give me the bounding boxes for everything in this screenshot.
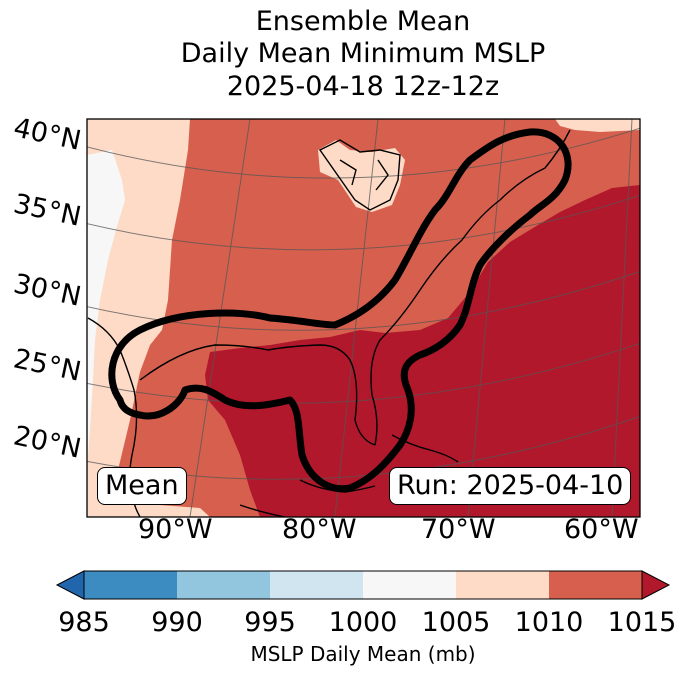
title-line-2: Daily Mean Minimum MSLP [180, 38, 546, 69]
colorbar-title: MSLP Daily Mean (mb) [250, 642, 476, 666]
field-1000-1005-ne [555, 119, 640, 132]
colorbar-tick-1000: 1000 [328, 607, 398, 638]
colorbar-tick-995: 995 [244, 607, 296, 638]
colorbar-bin-1005 [456, 571, 549, 599]
colorbar-tick-1010: 1010 [514, 607, 584, 638]
colorbar-tick-990: 990 [151, 607, 203, 638]
ensemble-contour [108, 128, 572, 493]
title-line-1: Ensemble Mean [255, 6, 471, 37]
lon-label-90w: 90°W [138, 514, 213, 545]
lon-label-80w: 80°W [282, 514, 357, 545]
colorbar-extend-low [55, 570, 85, 600]
colorbar-extend-high [641, 570, 671, 600]
colorbar-tick-985: 985 [58, 607, 110, 638]
colorbar-bin-995 [270, 571, 363, 599]
colorbar-bin-1010 [549, 571, 642, 599]
colorbar-tick-1005: 1005 [421, 607, 491, 638]
colorbar-tick-1015: 1015 [607, 607, 677, 638]
colorbar [55, 570, 671, 600]
colorbar-bin-990 [177, 571, 270, 599]
field-1000-1005-lakes [318, 140, 405, 212]
lon-label-70w: 70°W [421, 514, 496, 545]
lon-label-60w: 60°W [564, 514, 639, 545]
title-line-3: 2025-04-18 12z-12z [226, 71, 500, 102]
colorbar-bin-1000 [363, 571, 456, 599]
run-date-badge: Run: 2025-04-10 [389, 467, 632, 505]
map-frame [86, 118, 641, 518]
mean-badge: Mean [97, 467, 187, 505]
colorbar-bin-985 [84, 571, 177, 599]
